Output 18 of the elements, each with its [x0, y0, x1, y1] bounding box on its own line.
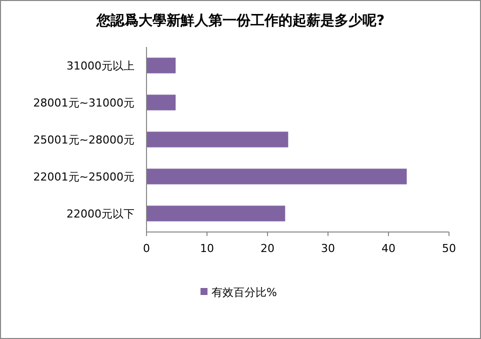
bar — [146, 56, 177, 74]
x-tick-label: 50 — [442, 242, 456, 255]
bar — [146, 204, 286, 222]
chart-title: 您認爲大學新鮮人第一份工作的起薪是多少呢? — [95, 12, 385, 29]
x-tick-label: 10 — [200, 242, 214, 255]
x-tick-label: 0 — [143, 242, 150, 255]
legend-label: 有效百分比% — [212, 286, 277, 299]
x-tick-label: 30 — [321, 242, 335, 255]
bar — [146, 168, 408, 186]
y-tick-label: 22001元~25000元 — [33, 170, 134, 184]
bar — [146, 94, 177, 112]
y-tick-label: 25001元~28000元 — [33, 134, 134, 146]
x-tick-label: 20 — [260, 242, 274, 255]
y-tick-label: 28001元~31000元 — [33, 96, 134, 110]
bar — [146, 130, 290, 148]
y-tick-label: 31000元以上 — [66, 60, 134, 72]
x-tick-label: 40 — [382, 242, 396, 255]
y-tick-label: 22000元以下 — [66, 208, 134, 220]
